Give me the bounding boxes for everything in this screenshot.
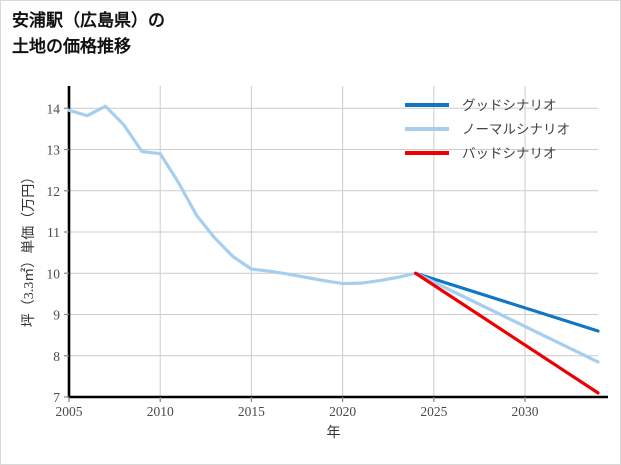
x-tick-label: 2020 [329,404,356,419]
legend-label: バッドシナリオ [462,146,557,161]
series-line [413,271,600,395]
grid-lines [68,86,598,398]
series-line [67,104,418,286]
y-tick-label: 13 [47,143,61,158]
x-tick-label: 2025 [420,404,447,419]
y-tick-label: 11 [47,225,60,240]
y-tick-label: 8 [53,349,60,364]
y-tick-label: 7 [53,390,60,405]
data-series [67,104,600,395]
series-line [413,271,600,333]
plot-frame [67,86,608,399]
legend-label: グッドシナリオ [462,98,557,113]
x-tick-label: 2005 [56,404,83,419]
legend-label: ノーマルシナリオ [462,122,570,137]
y-tick-label: 14 [47,101,61,116]
y-tick-label: 12 [47,184,61,199]
series-line [413,271,600,364]
y-axis-title: 坪（3.3㎡）単価（万円） [21,170,37,328]
x-tick-label: 2010 [147,404,174,419]
page-title: 安浦駅（広島県）の 土地の価格推移 [12,11,165,56]
x-tick-label: 2030 [512,404,539,419]
x-tick-label: 2015 [238,404,265,419]
y-tick-label: 10 [47,266,61,281]
y-axis-ticks: 7 8 9 10 11 12 13 14 [47,101,69,405]
x-axis-title: 年 [327,425,341,441]
x-axis-ticks: 2005 2010 2015 2020 2025 2030 [56,397,539,419]
y-tick-label: 9 [53,308,60,323]
axis-titles: 年 坪（3.3㎡）単価（万円） [21,170,341,441]
